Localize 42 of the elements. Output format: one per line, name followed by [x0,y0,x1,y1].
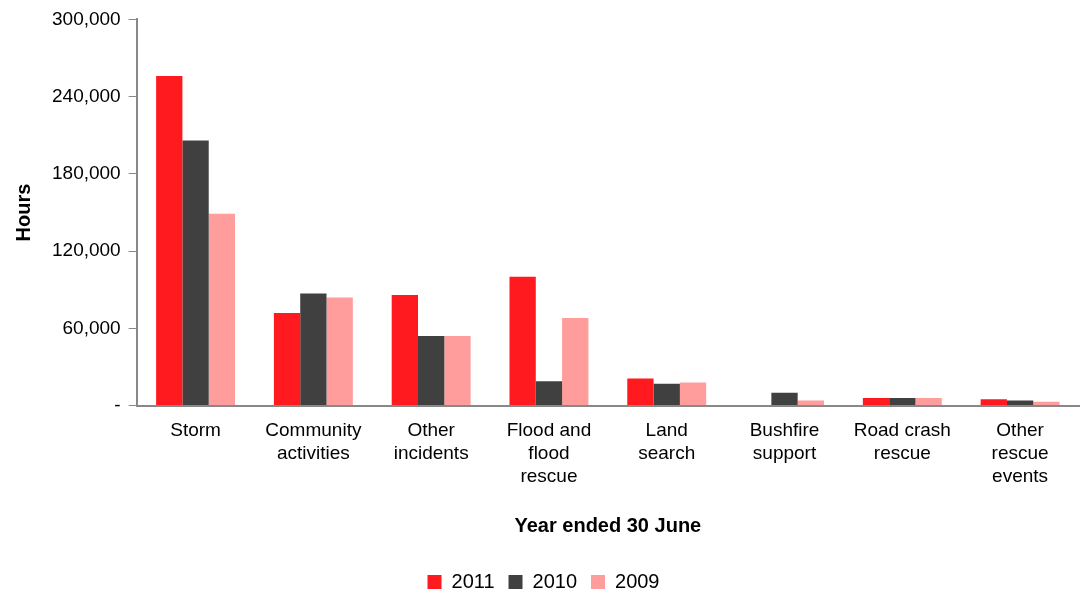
bar [391,294,418,406]
x-tick-label: Other incidents [393,419,469,464]
bar [980,399,1007,406]
bar [653,383,680,406]
bar [797,400,824,406]
bar [1006,400,1034,406]
y-tick-label: 300,000 [51,7,121,29]
bar [1033,401,1060,406]
bar [208,213,236,406]
bar [509,276,536,406]
bar [182,140,209,406]
bar [627,378,654,406]
x-tick-label: Land search [638,419,696,464]
y-tick-label: - [114,393,121,415]
bar [862,397,890,406]
x-tick-label: Bushfire support [749,419,820,464]
bar [444,336,471,406]
y-tick-label: 120,000 [51,239,121,261]
bar [535,381,563,406]
bar [889,397,916,406]
bar [418,336,445,406]
bar [326,297,353,406]
bar [273,312,301,406]
bar [300,293,327,406]
bar [562,318,589,406]
bar [915,397,942,406]
x-tick-label: Storm [170,419,221,441]
y-tick-label: 240,000 [51,84,121,106]
y-tick-label: 180,000 [51,162,121,184]
bar [156,76,183,406]
x-tick-label: Flood and flood rescue [506,419,592,486]
x-tick-label: Road crash rescue [853,419,951,464]
x-tick-label: Other rescue events [991,419,1049,486]
y-tick-label: 60,000 [62,316,121,338]
bar [679,382,707,406]
legend-label: 2009 [615,569,660,592]
bar [771,392,798,406]
x-axis-title: Year ended 30 June [514,513,702,536]
legend-label: 2011 [451,569,495,592]
legend-label: 2010 [532,569,578,592]
x-tick-label: Community activities [265,419,362,464]
y-axis-title: Hours [11,183,34,242]
